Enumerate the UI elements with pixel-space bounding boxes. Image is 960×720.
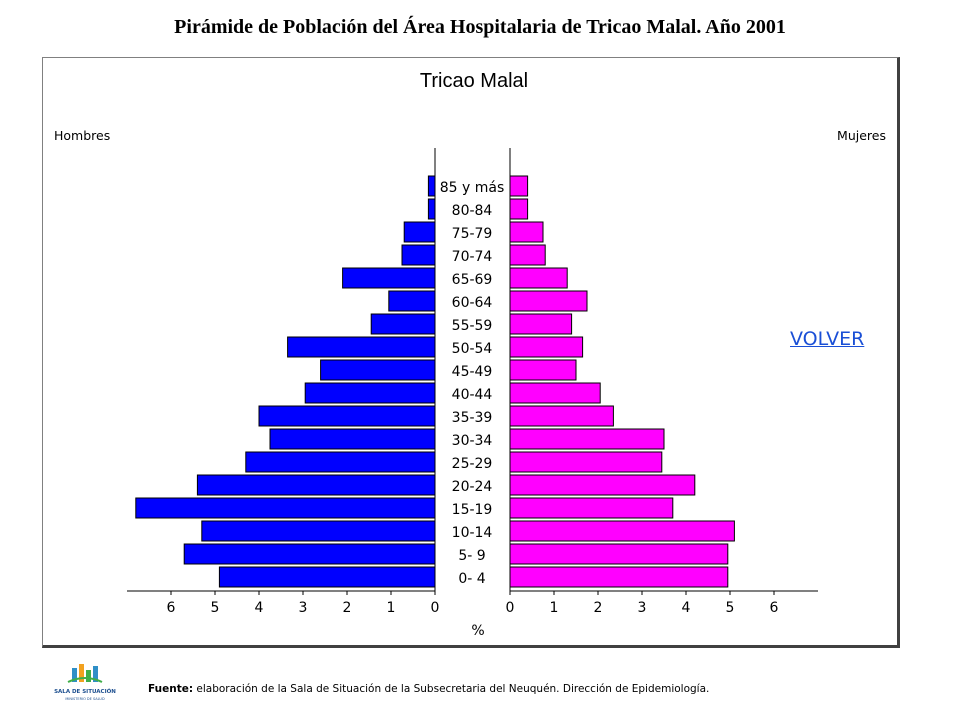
hombres-bar	[320, 359, 436, 381]
volver-link[interactable]: VOLVER	[790, 328, 865, 350]
age-group-label: 10-14	[452, 525, 493, 541]
mujeres-bar	[509, 405, 614, 427]
hombres-bar	[196, 474, 436, 496]
right-tick-label: 2	[594, 600, 603, 616]
age-group-label: 40-44	[452, 387, 493, 403]
hombres-bar	[218, 566, 436, 588]
hombres-bar	[427, 198, 436, 220]
axes: 6 5 4 3 2 1 0 0 1 2 3 4 5 6	[127, 148, 818, 616]
mujeres-bar	[509, 451, 663, 473]
hombres-bar	[269, 428, 436, 450]
x-axis-label: %	[471, 623, 484, 639]
mujeres-bar	[509, 520, 735, 542]
age-group-label: 85 y más	[440, 180, 505, 196]
mujeres-bar	[509, 221, 544, 243]
hombres-bar	[183, 543, 436, 565]
hombres-bar	[403, 221, 436, 243]
hombres-bar	[287, 336, 436, 358]
mujeres-bar	[509, 428, 665, 450]
mujeres-series	[509, 175, 735, 588]
hombres-bar	[304, 382, 436, 404]
mujeres-bar	[509, 566, 729, 588]
age-group-label: 45-49	[452, 364, 493, 380]
age-group-label: 60-64	[452, 295, 493, 311]
mujeres-bar	[509, 244, 546, 266]
left-tick-label: 3	[299, 600, 308, 616]
mujeres-bar	[509, 497, 674, 519]
right-tick-label: 1	[550, 600, 559, 616]
hombres-bar	[342, 267, 436, 289]
hombres-bar	[388, 290, 436, 312]
source-text: elaboración de la Sala de Situación de l…	[193, 683, 710, 695]
sala-de-situacion-logo: SALA DE SITUACIÓN MINISTERIO DE SALUD	[54, 664, 116, 701]
age-group-label: 30-34	[452, 433, 493, 449]
left-tick-label: 1	[387, 600, 396, 616]
mujeres-bar	[509, 267, 568, 289]
source-footnote: Fuente: elaboración de la Sala de Situac…	[148, 683, 709, 695]
left-tick-label: 4	[255, 600, 264, 616]
age-group-label: 15-19	[452, 502, 493, 518]
mujeres-bar	[509, 382, 601, 404]
age-group-label: 50-54	[452, 341, 493, 357]
mujeres-bar	[509, 313, 573, 335]
right-tick-label: 5	[726, 600, 735, 616]
age-group-label: 75-79	[452, 226, 493, 242]
age-group-label: 5- 9	[458, 548, 485, 564]
mujeres-bar	[509, 543, 729, 565]
mujeres-bar	[509, 290, 588, 312]
mujeres-bar	[509, 359, 577, 381]
svg-text:SALA DE SITUACIÓN: SALA DE SITUACIÓN	[54, 688, 116, 695]
hombres-bar	[427, 175, 436, 197]
hombres-series	[135, 175, 436, 588]
left-tick-label: 2	[343, 600, 352, 616]
age-group-labels: 85 y más 80-84 75-79 70-74 65-69 60-64 55-59 50…	[440, 180, 505, 587]
left-tick-label: 5	[211, 600, 220, 616]
source-label: Fuente:	[148, 683, 194, 695]
hombres-bar	[245, 451, 436, 473]
age-group-label: 35-39	[452, 410, 493, 426]
hombres-bar	[401, 244, 436, 266]
chart-frame: Tricao Malal Hombres Mujeres % 85 y más 8…	[42, 57, 900, 648]
svg-text:MINISTERIO DE SALUD: MINISTERIO DE SALUD	[65, 697, 105, 701]
mujeres-bar	[509, 336, 584, 358]
mujeres-bar	[509, 474, 696, 496]
right-tick-label: 0	[506, 600, 515, 616]
chart-title: Tricao Malal	[420, 70, 528, 92]
mujeres-bar	[509, 198, 529, 220]
right-tick-label: 4	[682, 600, 691, 616]
mujeres-label: Mujeres	[837, 128, 886, 143]
right-tick-label: 6	[770, 600, 779, 616]
hombres-bar	[135, 497, 436, 519]
mujeres-bar	[509, 175, 529, 197]
left-tick-label: 0	[431, 600, 440, 616]
population-pyramid-chart: Tricao Malal Hombres Mujeres % 85 y más8…	[54, 70, 886, 639]
age-group-label: 80-84	[452, 203, 493, 219]
age-group-label: 55-59	[452, 318, 493, 334]
age-group-label: 65-69	[452, 272, 493, 288]
age-group-label: 25-29	[452, 456, 493, 472]
hombres-label: Hombres	[54, 128, 110, 143]
right-tick-label: 3	[638, 600, 647, 616]
hombres-bar	[370, 313, 436, 335]
hombres-bar	[258, 405, 436, 427]
age-group-label: 0- 4	[458, 571, 485, 587]
hombres-bar	[201, 520, 436, 542]
age-group-label: 70-74	[452, 249, 493, 265]
left-tick-label: 6	[167, 600, 176, 616]
age-group-label: 20-24	[452, 479, 493, 495]
page-title: Pirámide de Población del Área Hospitala…	[174, 16, 786, 38]
